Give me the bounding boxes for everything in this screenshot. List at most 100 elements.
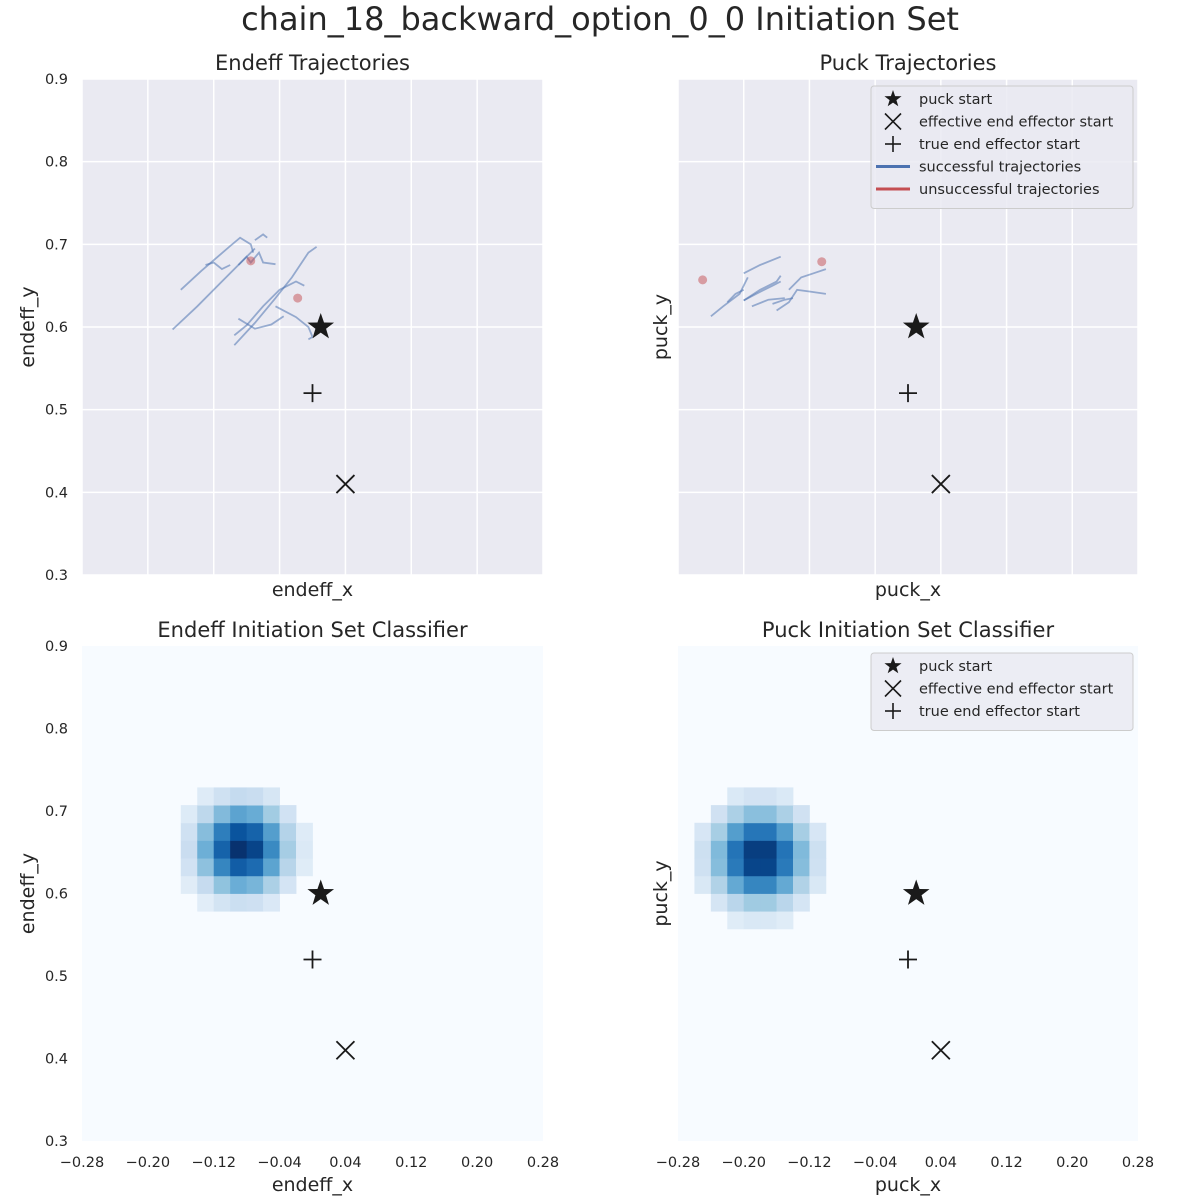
heatmap-cell: [180, 805, 198, 824]
heatmap-cell: [793, 875, 810, 894]
x-axis-label: puck_x: [875, 579, 941, 601]
successful-trajectory: [254, 233, 268, 241]
heatmap-cell: [694, 858, 712, 877]
heatmap-cell: [213, 893, 231, 912]
heatmap-cell: [246, 805, 264, 824]
unsuccessful-endpoint: [246, 256, 256, 266]
heatmap-cell: [727, 875, 745, 894]
heatmap-cell: [279, 805, 297, 824]
panel-puck-traj: Puck Trajectories puck_x puck_y puck start e…: [650, 51, 1139, 601]
heatmap-cell: [246, 840, 264, 859]
heatmap-cell: [180, 858, 198, 877]
heatmap-cell: [809, 822, 827, 841]
heatmap-cell: [230, 858, 248, 877]
y-axis-label: puck_y: [650, 294, 672, 360]
heatmap-cell: [263, 875, 280, 894]
heatmap-cell: [743, 911, 761, 930]
panel-title: Puck Trajectories: [820, 51, 997, 75]
successful-trajectory: [237, 315, 285, 330]
x-tick-label: −0.20: [721, 1155, 765, 1171]
heatmap-cell: [727, 787, 745, 806]
x-tick-label: −0.04: [257, 1155, 301, 1171]
heatmap-cell: [694, 840, 712, 859]
successful-trajectory: [237, 250, 276, 266]
heatmap-cell: [760, 805, 777, 824]
successful-trajectory: [772, 297, 794, 305]
heatmap-cell: [180, 875, 198, 894]
panel-puck-class: Puck Initiation Set Classifier −0.28 −0.20…: [650, 618, 1154, 1196]
heatmap-cell: [743, 805, 761, 824]
heatmap-cell: [694, 822, 712, 841]
heatmap-cell: [213, 858, 231, 877]
y-tick-label: 0.7: [45, 237, 68, 253]
heatmap-cell: [180, 840, 198, 859]
successful-trajectory: [776, 288, 827, 312]
legend-label: puck start: [919, 92, 992, 108]
heatmap-cell: [710, 875, 728, 894]
heatmap-cell: [197, 858, 215, 877]
heatmap-cell: [793, 805, 810, 824]
heatmap-cell: [263, 840, 280, 859]
heatmap-cell: [776, 822, 794, 841]
heatmap-cell: [213, 787, 231, 806]
heatmap-cell: [727, 858, 745, 877]
y-tick-label: 0.3: [45, 568, 68, 584]
y-tick-label: 0.4: [45, 1052, 68, 1068]
heatmap-cell: [727, 805, 745, 824]
heatmap-cell: [776, 787, 794, 806]
heatmap-cell: [710, 840, 728, 859]
x-tick-label: −0.12: [191, 1155, 235, 1171]
effective-start-marker: [335, 474, 356, 494]
heatmap-cell: [760, 911, 777, 930]
heatmap-cell: [776, 858, 794, 877]
x-tick-label: 0.04: [925, 1155, 957, 1171]
unsuccessful-endpoint: [817, 257, 827, 267]
y-tick-label: 0.5: [45, 403, 68, 419]
heatmap-cell: [809, 840, 827, 859]
heatmap-cell: [197, 787, 215, 806]
legend-box: [870, 85, 1134, 209]
y-axis-label: puck_y: [650, 860, 672, 926]
successful-trajectory: [205, 261, 231, 271]
legend-label: effective end effector start: [919, 115, 1114, 131]
heatmap-cell: [279, 858, 297, 877]
y-tick-label: 0.8: [45, 155, 68, 171]
heatmap-cell: [230, 822, 248, 841]
heatmap-cell: [743, 875, 761, 894]
legend-handle-x: [884, 679, 902, 698]
heatmap-cell: [197, 822, 215, 841]
heatmap-cell: [230, 840, 248, 859]
puck-start-marker: [902, 879, 930, 905]
heatmap-cell: [263, 787, 280, 806]
trajectories: [698, 255, 827, 317]
effective-start-marker: [335, 1040, 356, 1060]
heatmap-cell: [197, 805, 215, 824]
panel-endeff-traj: Endeff Trajectories endeff_x 0.3 0.4 0.5 0.6 0…: [17, 51, 544, 601]
heatmap-cell: [776, 893, 794, 912]
heatmap-cell: [197, 893, 215, 912]
x-tick-label: 0.28: [1122, 1155, 1154, 1171]
heatmap-cell: [213, 840, 231, 859]
y-tick-label: 0.9: [45, 72, 68, 88]
panel-title: Endeff Initiation Set Classifier: [157, 618, 468, 642]
panel-title: Endeff Trajectories: [215, 51, 410, 75]
heatmap-cell: [809, 858, 827, 877]
successful-trajectory: [233, 280, 305, 336]
heatmap-cell: [694, 875, 712, 894]
heatmap-cell: [727, 840, 745, 859]
heatmap-cell: [710, 822, 728, 841]
legend-label: puck start: [919, 659, 992, 675]
successful-trajectory: [788, 268, 827, 291]
y-tick-label: 0.4: [45, 485, 68, 501]
x-tick-label: −0.12: [787, 1155, 831, 1171]
successful-trajectory: [751, 297, 785, 308]
legend-label: effective end effector start: [919, 682, 1114, 698]
x-tick-label: −0.20: [126, 1155, 170, 1171]
legend-label: true end effector start: [919, 704, 1080, 720]
y-axis-label: endeff_y: [17, 286, 39, 367]
heatmap-cell: [263, 858, 280, 877]
heatmap-cell: [793, 840, 810, 859]
heatmap-cell: [213, 875, 231, 894]
successful-trajectory: [743, 280, 782, 302]
heatmap-cell: [213, 805, 231, 824]
